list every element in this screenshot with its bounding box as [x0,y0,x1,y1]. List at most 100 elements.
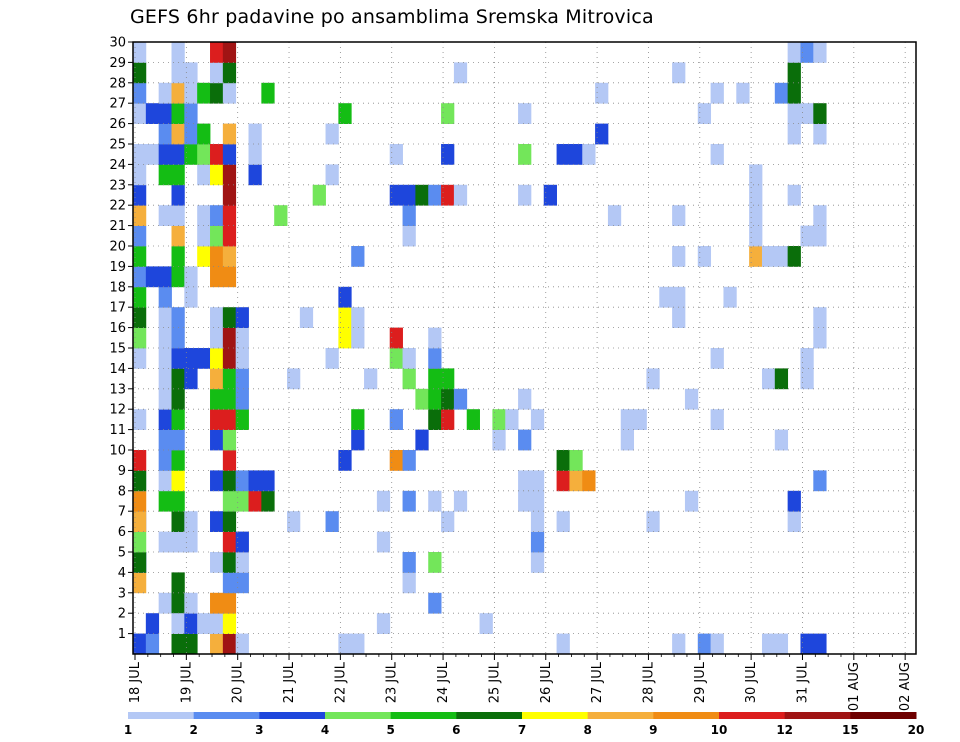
heatmap-cell [222,327,237,349]
heatmap-cell [415,429,429,451]
legend-swatch [587,712,654,719]
heatmap-cell [222,368,237,390]
heatmap-cell [145,613,160,634]
heatmap-cell [672,205,686,226]
heatmap-cell [595,82,609,104]
heatmap-cell [235,307,249,328]
heatmap-cell [582,470,596,492]
heatmap-cell [171,388,185,410]
y-tick-label: 12 [109,403,126,418]
heatmap-cell [158,266,172,288]
x-tick-label: 26 JUL [539,661,554,703]
heatmap-cell [428,327,442,349]
heatmap-cell [222,205,237,226]
heatmap-cell [441,511,455,532]
heatmap-cell [364,368,378,390]
y-tick-label: 27 [109,97,126,112]
heatmap-cell [222,62,237,84]
heatmap-cell [672,286,686,308]
y-tick-label: 19 [109,260,126,275]
heatmap-cell [723,286,737,308]
heatmap-cell [171,429,185,451]
heatmap-cell [261,490,275,512]
heatmap-cell [402,205,416,226]
heatmap-cell [222,42,237,63]
heatmap-cell [133,490,147,512]
heatmap-cell [325,348,339,369]
heatmap-cell [133,164,147,186]
y-tick-label: 10 [109,444,126,459]
heatmap-cell [376,531,391,553]
heatmap-cell [800,633,814,655]
heatmap-cell [184,368,198,390]
heatmap-cell [261,470,275,492]
heatmap-cell [813,327,827,349]
heatmap-cell [415,388,429,410]
heatmap-cell [312,184,326,206]
heatmap-cell [197,613,211,634]
heatmap-cell [133,144,147,165]
heatmap-cell [158,368,172,390]
heatmap-cell [441,409,455,430]
heatmap-cell [184,286,198,308]
heatmap-cell [184,123,198,145]
legend-label: 5 [386,723,394,737]
x-tick-label: 29 JUL [693,661,708,703]
heatmap-cell [222,266,237,288]
heatmap-cell [556,144,570,165]
heatmap-cell [235,633,249,655]
heatmap-cell [171,572,185,594]
legend-swatch [653,712,720,719]
heatmap-cell [774,429,789,451]
heatmap-cell [184,531,198,553]
heatmap-cell [415,184,429,206]
legend-swatch [325,712,392,719]
x-tick-label: 22 JUL [333,661,348,703]
y-tick-label: 29 [109,56,126,71]
heatmap-cell [133,348,147,369]
heatmap-cell [518,388,532,410]
heatmap-cell [248,164,262,186]
heatmap-cell [646,368,660,390]
heatmap-cell [351,327,365,349]
heatmap-cell [133,42,147,63]
legend-swatch [259,712,326,719]
y-tick-label: 11 [109,423,126,438]
heatmap-cell [171,613,185,634]
heatmap-cell [274,205,288,226]
heatmap-cell [222,307,237,328]
heatmap-cell [453,184,468,206]
y-tick-label: 3 [118,586,126,601]
heatmap-cell [774,246,789,267]
heatmap-cell [325,164,339,186]
heatmap-cell [813,470,827,492]
legend-swatch [522,712,589,719]
heatmap-cell [210,592,224,614]
x-tick-label: 27 JUL [590,661,605,703]
heatmap-cell [222,470,237,492]
x-axis-ticks: 18 JUL 19 JUL 20 JUL 21 JUL 22 JUL 23 JUL 24 J… [128,654,913,711]
heatmap-cell [184,592,198,614]
heatmap-cell [171,82,185,104]
heatmap-cell [145,266,160,288]
heatmap-cell [710,348,724,369]
heatmap-cell [222,592,237,614]
heatmap-cell [184,82,198,104]
heatmap-cell [248,144,262,165]
heatmap-cell [376,613,391,634]
heatmap-cell [530,552,545,573]
heatmap-cell [518,144,532,165]
heatmap-cell [338,327,352,349]
heatmap-cell [133,286,147,308]
heatmap-cell [338,103,352,124]
heatmap-cell [646,511,660,532]
y-axis-ticks: 1234567891011121314151617181920212223242… [109,36,133,642]
heatmap-cell [595,123,609,145]
heatmap-cell [171,164,185,186]
heatmap-cell [222,450,237,471]
legend-label: 2 [189,723,197,737]
heatmap-cell [133,82,147,104]
heatmap-cell [787,123,801,145]
heatmap-cell [184,62,198,84]
heatmap-cell [287,511,301,532]
